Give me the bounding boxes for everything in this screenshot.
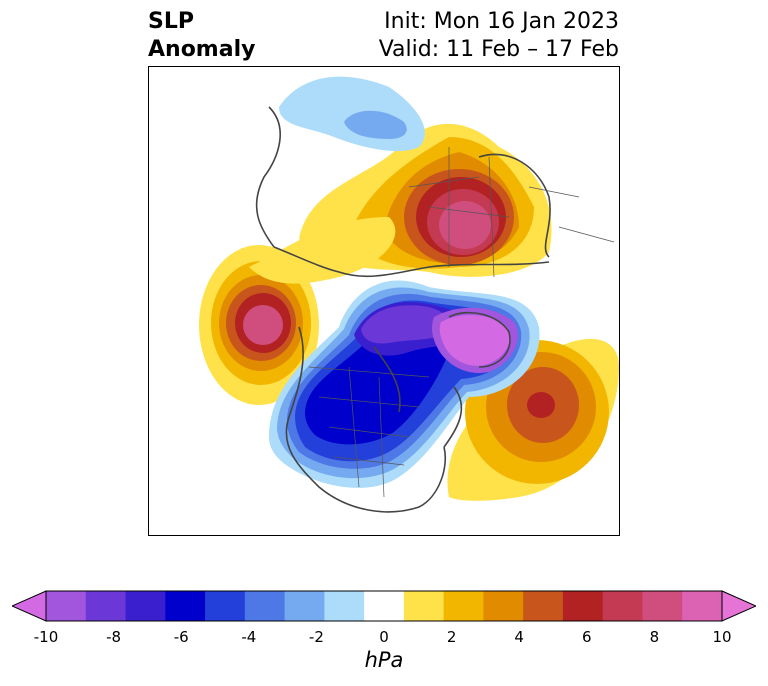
colorbar-segment bbox=[125, 591, 166, 621]
anomaly-low-arctic-northamerica bbox=[269, 280, 540, 488]
borders bbox=[308, 147, 615, 498]
valid-range: Valid: 11 Feb – 17 Feb bbox=[378, 37, 619, 62]
colorbar-tick-label: -10 bbox=[33, 628, 59, 646]
colorbar-tick-label: -4 bbox=[241, 628, 257, 646]
title-variable: SLP bbox=[148, 9, 194, 34]
map-dates: Init: Mon 16 Jan 2023 Valid: 11 Feb – 17… bbox=[379, 8, 619, 64]
colorbar-tick-label: -8 bbox=[106, 628, 122, 646]
colorbar bbox=[12, 590, 756, 622]
colorbar-segment bbox=[205, 591, 246, 621]
colorbar-segment bbox=[165, 591, 206, 621]
colorbar-tick-label: 0 bbox=[379, 628, 389, 646]
colorbar-segment bbox=[284, 591, 325, 621]
map-title: SLP Anomaly bbox=[148, 8, 255, 64]
colorbar-extend-max bbox=[721, 590, 756, 622]
colorbar-segment bbox=[483, 591, 524, 621]
anomaly-low-east-asia bbox=[279, 76, 425, 152]
colorbar-tick-label: -6 bbox=[173, 628, 189, 646]
colorbar-extend-min bbox=[12, 590, 47, 622]
colorbar-segment bbox=[244, 591, 286, 621]
colorbar-segment bbox=[324, 591, 365, 621]
colorbar-unit: hPa bbox=[364, 648, 404, 672]
init-date: Init: Mon 16 Jan 2023 bbox=[384, 9, 619, 34]
colorbar-tick-label: 8 bbox=[649, 628, 660, 646]
anomaly-map bbox=[199, 76, 619, 513]
map-panel bbox=[148, 66, 620, 536]
colorbar-segment bbox=[364, 591, 405, 621]
anomaly-high-north-pacific bbox=[199, 217, 396, 405]
colorbar-segment bbox=[403, 591, 445, 621]
colorbar-tick-label: 4 bbox=[514, 628, 524, 646]
colorbar-segment bbox=[682, 591, 723, 621]
colorbar-tick-label: -2 bbox=[308, 628, 324, 646]
colorbar-segment bbox=[443, 591, 484, 621]
colorbar-segment bbox=[642, 591, 683, 621]
colorbar-segment bbox=[46, 591, 87, 621]
title-type: Anomaly bbox=[148, 37, 256, 62]
colorbar-segment bbox=[602, 591, 643, 621]
colorbar-tick-label: 2 bbox=[446, 628, 457, 646]
colorbar-tick-label: 6 bbox=[582, 628, 592, 646]
colorbar-segment bbox=[85, 591, 127, 621]
colorbar-segment bbox=[523, 591, 564, 621]
colorbar-tick-label: 10 bbox=[712, 628, 732, 646]
colorbar-segment bbox=[562, 591, 604, 621]
